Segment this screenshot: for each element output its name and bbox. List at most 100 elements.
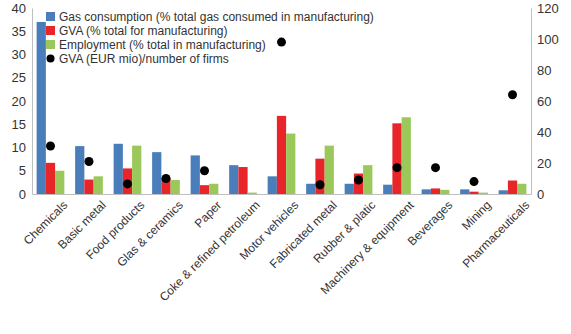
point xyxy=(393,163,402,172)
y2-tick-label: 20 xyxy=(537,156,551,171)
bar xyxy=(392,123,401,194)
bar xyxy=(268,176,277,194)
x-tick-label: Machinery & equipment xyxy=(318,198,418,298)
point xyxy=(277,38,286,47)
y-axis: 0 5 10 15 20 25 30 35 40 xyxy=(12,1,33,202)
y-tick: 0 xyxy=(19,187,32,202)
bar xyxy=(94,176,103,194)
x-axis: ChemicalsBasic metalFood productsGlas & … xyxy=(21,194,533,304)
legend-label: Employment (% total in manufacturing) xyxy=(59,38,266,52)
bar xyxy=(383,185,392,194)
x-tick-label: Fabricated metal xyxy=(267,198,340,271)
x-tick-label: Beverages xyxy=(405,198,455,248)
y2-tick-label: 80 xyxy=(537,63,551,78)
point xyxy=(508,90,517,99)
y2-tick: 60 xyxy=(531,94,551,109)
point xyxy=(354,176,363,185)
point xyxy=(470,177,479,186)
x-tick: Pharmaceuticals xyxy=(460,194,533,271)
y2-axis: 0 20 40 60 80 100 120 xyxy=(531,1,559,202)
bar xyxy=(37,22,46,194)
legend-swatch xyxy=(46,40,55,49)
bar xyxy=(248,193,257,194)
bar xyxy=(84,180,93,194)
bar xyxy=(363,165,372,194)
y-tick: 20 xyxy=(12,94,32,109)
legend-item: GVA (% total for manufacturing) xyxy=(46,24,228,38)
bar xyxy=(354,174,363,194)
bar xyxy=(345,184,354,194)
bar xyxy=(229,165,238,194)
bar xyxy=(191,155,200,194)
legend-item: GVA (EUR mio)/number of firms xyxy=(47,52,229,66)
bar xyxy=(209,184,218,194)
bar xyxy=(238,167,247,194)
x-tick: Machinery & equipment xyxy=(318,194,418,297)
bar xyxy=(460,189,469,194)
point xyxy=(316,180,325,189)
legend-label: GVA (% total for manufacturing) xyxy=(59,24,228,38)
y2-tick-label: 0 xyxy=(537,187,544,202)
series xyxy=(55,117,526,194)
legend: Gas consumption (% total gas consumed in… xyxy=(46,10,374,66)
y-tick-label: 5 xyxy=(19,163,26,178)
point xyxy=(46,141,55,150)
point xyxy=(84,157,93,166)
y-tick: 35 xyxy=(12,24,32,39)
bar xyxy=(422,189,431,194)
y2-tick-label: 120 xyxy=(537,1,559,16)
bar xyxy=(469,192,478,194)
y2-tick: 40 xyxy=(531,125,551,140)
bar xyxy=(431,188,440,194)
y2-tick: 100 xyxy=(531,32,559,47)
y-tick-label: 20 xyxy=(12,94,26,109)
y2-tick-label: 100 xyxy=(537,32,559,47)
x-tick-label: Pharmaceuticals xyxy=(460,198,533,271)
y-tick: 10 xyxy=(12,140,32,155)
y2-axis-line xyxy=(531,9,532,195)
y-tick: 15 xyxy=(12,117,32,132)
y2-tick: 120 xyxy=(531,1,559,16)
y-tick: 40 xyxy=(12,1,32,16)
bar xyxy=(277,116,286,194)
bar xyxy=(499,190,508,194)
y-axis-line xyxy=(32,9,33,195)
y-tick: 25 xyxy=(12,70,32,85)
bar xyxy=(315,159,324,194)
y-tick-label: 40 xyxy=(12,1,26,16)
x-tick: Paper xyxy=(192,194,225,231)
y-tick: 5 xyxy=(19,163,32,178)
x-tick: Fabricated metal xyxy=(267,194,340,271)
bar xyxy=(402,117,411,194)
x-tick-label: Mining xyxy=(459,198,494,233)
y2-tick: 80 xyxy=(531,63,551,78)
bar xyxy=(152,152,161,194)
bar xyxy=(200,185,209,194)
legend-swatch xyxy=(46,12,55,21)
bar xyxy=(508,181,517,194)
bar xyxy=(123,168,132,194)
bar xyxy=(479,193,488,194)
series xyxy=(37,22,508,194)
x-tick: Beverages xyxy=(405,194,455,248)
series xyxy=(46,38,517,190)
marks xyxy=(37,22,527,194)
y2-tick-label: 40 xyxy=(537,125,551,140)
legend-item: Employment (% total in manufacturing) xyxy=(46,38,266,52)
y2-tick-label: 60 xyxy=(537,94,551,109)
x-tick: Mining xyxy=(459,194,494,233)
bar xyxy=(440,190,449,194)
plot: 0 5 10 15 20 25 30 35 40 0 20 40 60 80 100 120 Chemicals… xyxy=(12,1,559,304)
legend-item: Gas consumption (% total gas consumed in… xyxy=(46,10,374,24)
x-tick-label: Paper xyxy=(192,198,225,231)
x-tick-label: Glas & ceramics xyxy=(114,198,186,270)
bar xyxy=(286,134,295,194)
point xyxy=(123,179,132,188)
bar xyxy=(132,146,141,194)
bar xyxy=(171,180,180,194)
bar xyxy=(75,146,84,194)
x-tick: Glas & ceramics xyxy=(114,194,186,270)
legend-swatch xyxy=(47,55,55,63)
y-tick-label: 30 xyxy=(12,47,26,62)
legend-label: Gas consumption (% total gas consumed in… xyxy=(59,10,374,24)
